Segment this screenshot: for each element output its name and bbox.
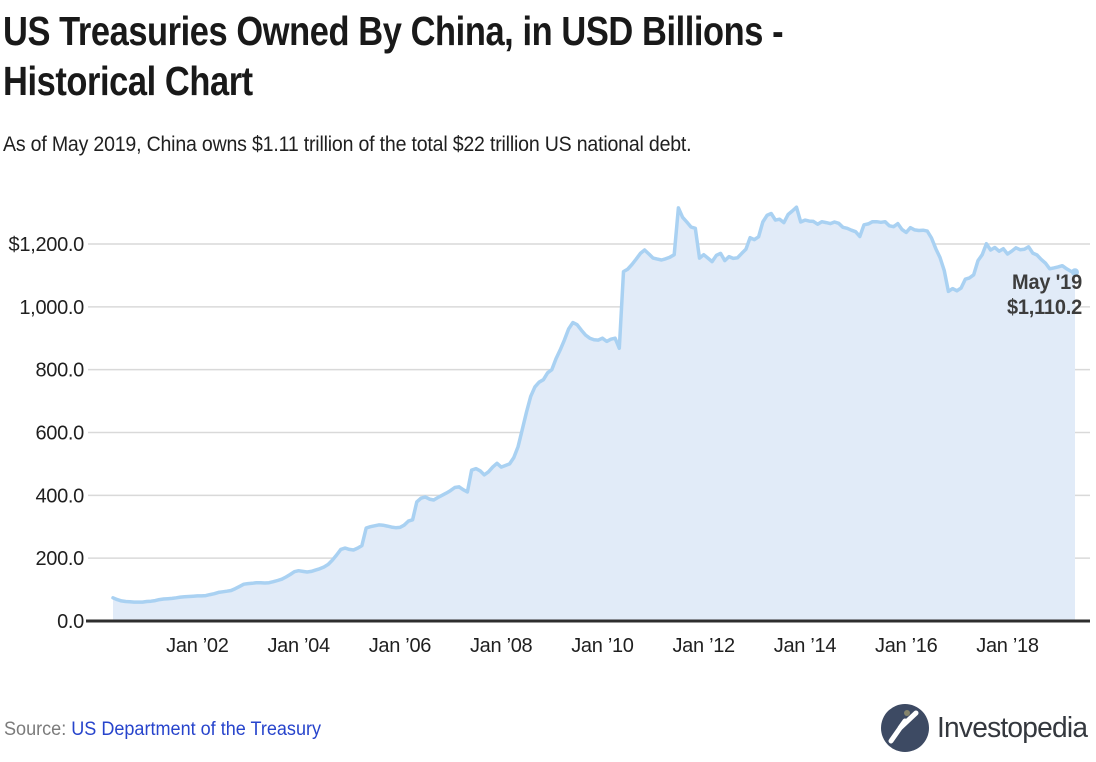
chart-annotation: May '19 $1,110.2 xyxy=(1007,270,1082,320)
x-tick-label: Jan ’18 xyxy=(976,635,1039,657)
area-fill xyxy=(113,207,1075,621)
y-tick-label: 600.0 xyxy=(35,422,84,444)
investopedia-logo: Investopedia xyxy=(880,703,1092,753)
y-tick-label: 1,000.0 xyxy=(19,297,84,319)
source: Source: US Department of the Treasury xyxy=(4,719,321,741)
x-tick-label: Jan ’08 xyxy=(470,635,533,657)
annotation-value: $1,110.2 xyxy=(1006,296,1082,319)
y-axis-labels: 0.0 200.0 400.0 600.0 800.0 1,000.0 $1,200.0 xyxy=(9,234,85,633)
y-tick-label: 200.0 xyxy=(35,548,84,570)
x-tick-label: Jan ’04 xyxy=(267,635,330,657)
logo-zigzag xyxy=(888,710,919,744)
y-tick-label: $1,200.0 xyxy=(9,234,85,256)
page-subtitle: As of May 2019, China owns $1.11 trillio… xyxy=(3,133,692,156)
source-label: Source: xyxy=(4,719,67,740)
x-axis-labels: Jan ’02 Jan ’04 Jan ’06 Jan ’08 Jan ’10 Jan ’… xyxy=(166,635,1039,657)
x-tick-label: Jan ’14 xyxy=(774,635,837,657)
x-tick-label: Jan ’06 xyxy=(369,635,432,657)
y-tick-label: 0.0 xyxy=(57,611,84,633)
y-tick-label: 400.0 xyxy=(35,485,84,507)
x-tick-label: Jan ’10 xyxy=(571,635,634,657)
page-title: US Treasuries Owned By China, in USD Bil… xyxy=(3,8,784,104)
investopedia-logo-icon xyxy=(881,704,930,752)
source-link[interactable]: US Department of the Treasury xyxy=(71,719,322,740)
x-tick-label: Jan ’02 xyxy=(166,635,229,657)
last-point-marker xyxy=(1071,268,1079,277)
logo-tittle-dot xyxy=(904,710,911,716)
treasuries-area-chart: 0.0 200.0 400.0 600.0 800.0 1,000.0 $1,200.0 Ja… xyxy=(9,205,1090,657)
data-line xyxy=(111,205,1077,604)
x-tick-label: Jan ’12 xyxy=(672,635,735,657)
y-tick-label: 800.0 xyxy=(35,360,84,382)
x-tick-label: Jan ’16 xyxy=(875,635,938,657)
annotation-date: May '19 xyxy=(1012,271,1082,294)
chart-area: 0.0 200.0 400.0 600.0 800.0 1,000.0 $1,200.0 Ja… xyxy=(0,182,1096,682)
investopedia-logo-text: Investopedia xyxy=(937,711,1088,744)
